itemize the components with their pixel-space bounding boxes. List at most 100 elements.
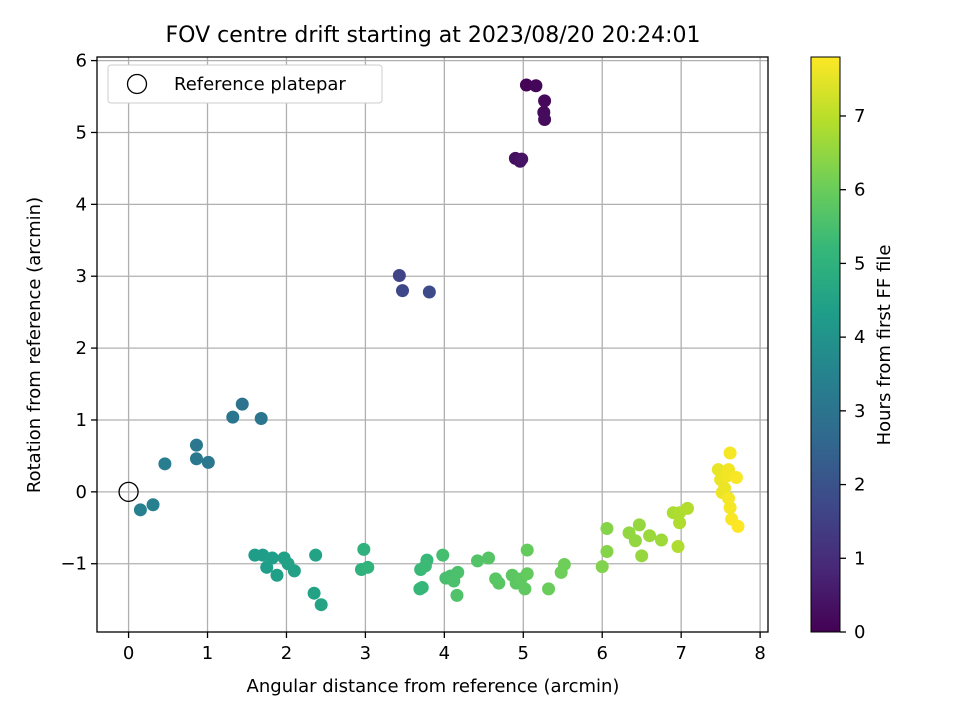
data-point [146, 498, 160, 512]
data-point [265, 551, 279, 565]
x-tick-label: 3 [360, 643, 371, 664]
colorbar-gradient [810, 56, 841, 633]
data-point [436, 548, 450, 562]
x-tick-label: 8 [754, 643, 765, 664]
data-point [314, 598, 328, 612]
colorbar-tick-label: 0 [854, 622, 865, 643]
data-point [133, 503, 147, 517]
x-tick-label: 2 [281, 643, 292, 664]
data-point [600, 545, 614, 558]
data-point [270, 568, 284, 582]
y-tick-label: 4 [76, 194, 87, 215]
data-point [422, 285, 436, 299]
data-point [538, 94, 552, 108]
data-point [482, 551, 496, 565]
colorbar-ticks: 0 1 2 3 4 5 6 7 [840, 106, 865, 643]
colorbar-tick-label: 6 [854, 180, 865, 201]
reference-platepar-marker [118, 481, 139, 502]
data-point [654, 533, 668, 547]
data-point [632, 518, 646, 532]
y-tick-label: 5 [76, 122, 87, 143]
data-point [628, 534, 642, 548]
data-point [189, 452, 203, 466]
data-point [520, 543, 534, 557]
y-axis-label: Rotation from reference (arcmin) [24, 197, 45, 493]
data-point [722, 463, 736, 477]
data-point [492, 576, 506, 590]
legend: Reference platepar [107, 64, 383, 104]
data-point [518, 582, 532, 596]
data-point [415, 580, 429, 594]
y-tick-label: 3 [76, 266, 87, 287]
data-point [635, 549, 649, 563]
data-point [595, 560, 609, 574]
data-point [450, 588, 464, 602]
data-point [538, 113, 552, 127]
data-point [723, 501, 737, 515]
x-tick-label: 7 [675, 643, 686, 664]
data-point [307, 586, 321, 600]
data-point [254, 412, 268, 426]
data-point [671, 539, 685, 553]
legend-marker-open-circle [126, 73, 148, 95]
data-point [260, 560, 274, 574]
y-tick-label: −1 [60, 554, 87, 575]
data-point [519, 78, 533, 92]
data-point [357, 542, 371, 556]
data-point [542, 582, 556, 596]
data-point [392, 269, 406, 282]
data-point [361, 560, 375, 574]
y-axis-ticks: −1 0 1 2 3 4 5 6 [60, 51, 97, 575]
data-point [287, 564, 301, 578]
data-point [643, 529, 657, 543]
data-points [133, 78, 745, 612]
x-tick-label: 6 [596, 643, 607, 664]
colorbar-tick-label: 2 [854, 475, 865, 496]
reference-point [118, 481, 139, 502]
colorbar-tick-label: 5 [854, 253, 865, 274]
data-point [557, 557, 571, 571]
y-tick-label: 2 [76, 338, 87, 359]
x-tick-label: 4 [439, 643, 450, 664]
data-point [673, 516, 687, 530]
x-axis-label: Angular distance from reference (arcmin) [247, 676, 620, 697]
data-point [731, 519, 745, 533]
data-point [680, 501, 694, 515]
colorbar-tick-label: 3 [854, 401, 865, 422]
data-point [309, 548, 323, 562]
colorbar-tick-label: 4 [854, 327, 865, 348]
colorbar-tick-label: 7 [854, 106, 865, 127]
data-point [201, 455, 215, 469]
data-point [189, 438, 203, 452]
grid-lines [97, 57, 768, 632]
data-point [158, 457, 172, 471]
x-tick-label: 1 [202, 643, 213, 664]
legend-box [107, 64, 383, 104]
data-point [718, 481, 732, 495]
data-point [515, 152, 529, 166]
colorbar-tick-label: 1 [854, 548, 865, 569]
data-point [529, 79, 543, 93]
legend-entry-label: Reference platepar [174, 74, 346, 95]
data-point [470, 554, 484, 568]
x-axis-ticks: 0 1 2 3 4 5 6 7 8 [123, 632, 766, 664]
colorbar-label: Hours from first FF file [874, 245, 895, 446]
x-tick-label: 5 [518, 643, 529, 664]
y-tick-label: 0 [76, 482, 87, 503]
plot-frame [96, 56, 769, 633]
data-point [723, 446, 737, 460]
data-point [600, 522, 614, 535]
data-point [418, 559, 432, 573]
y-tick-label: 6 [76, 51, 87, 72]
data-point [451, 565, 465, 579]
data-point [235, 397, 249, 411]
data-point [396, 284, 410, 298]
y-tick-label: 1 [76, 410, 87, 431]
data-point [729, 470, 743, 484]
colorbar: 0 1 2 3 4 5 6 7 Hours from first FF file [810, 56, 895, 643]
data-point [226, 410, 240, 424]
chart-title: FOV centre drift starting at 2023/08/20 … [166, 23, 701, 48]
x-tick-label: 0 [123, 643, 134, 664]
data-point [520, 567, 534, 581]
